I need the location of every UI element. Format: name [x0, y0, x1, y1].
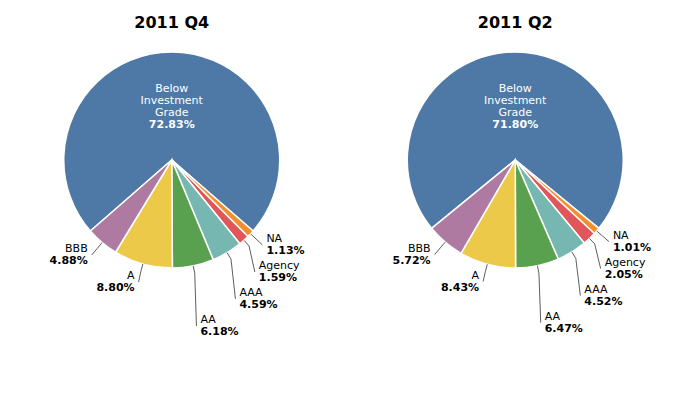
- labels: BelowInvestmentGrade71.80% NA1.01%Agency2…: [392, 82, 651, 336]
- pie-slice: [515, 160, 558, 268]
- pie: BelowInvestmentGrade71.80% NA1.01%Agency2…: [392, 52, 651, 335]
- value-label: 71.80%: [492, 118, 538, 131]
- category-label: BelowInvestmentGrade: [141, 82, 204, 119]
- slice-label: Agency2.05%: [590, 238, 646, 281]
- leader-line: [251, 234, 263, 245]
- value-label: 2.05%: [605, 268, 643, 281]
- category-label: BelowInvestmentGrade: [484, 82, 547, 119]
- value-label: 5.72%: [392, 254, 430, 267]
- leader-line: [227, 253, 235, 299]
- slice-label: AA6.18%: [193, 266, 238, 339]
- slices: [64, 52, 280, 268]
- pie-slice: [172, 160, 213, 268]
- chart-title: 2011 Q2: [478, 13, 553, 32]
- slice-label: Agency1.59%: [244, 240, 300, 284]
- leader-line: [92, 243, 102, 255]
- leader-line: [193, 266, 196, 326]
- slice-label: A8.43%: [441, 264, 487, 294]
- value-label: 1.59%: [259, 271, 297, 284]
- chart-container: 2011 Q4BelowInvestmentGrade72.83%NA1.13%…: [0, 0, 687, 401]
- value-label: 6.18%: [200, 325, 238, 338]
- labels: BelowInvestmentGrade72.83% NA1.13%Agency1…: [50, 82, 305, 339]
- leader-line: [483, 264, 487, 281]
- slice-label: AAA4.59%: [227, 253, 277, 312]
- leader-line: [572, 252, 580, 296]
- leader-line: [597, 231, 609, 242]
- pie-slice: [90, 160, 171, 252]
- chart-title: 2011 Q4: [134, 13, 209, 32]
- value-label: 72.83%: [149, 118, 195, 131]
- leader-line: [537, 266, 540, 323]
- pie-panel: 2011 Q2 BelowInvestmentGrade71.80% NA1.01%…: [392, 13, 651, 335]
- value-label: 8.43%: [441, 281, 479, 294]
- slice-label: AA6.47%: [537, 266, 582, 335]
- value-label: 1.01%: [613, 241, 651, 254]
- value-label: 4.88%: [50, 254, 88, 267]
- leader-line: [139, 264, 143, 282]
- value-label: 1.13%: [266, 244, 304, 257]
- chart-svg: 2011 Q4BelowInvestmentGrade72.83%NA1.13%…: [0, 0, 687, 401]
- leader-line: [435, 242, 446, 254]
- slice-label: NA1.01%: [597, 229, 651, 254]
- slice-label: A8.80%: [96, 264, 143, 294]
- slice-label: BBB4.88%: [50, 242, 103, 267]
- pie-panel: 2011 Q4 BelowInvestmentGrade72.83% NA1.13%…: [50, 13, 305, 338]
- leader-line: [244, 240, 255, 272]
- leader-line: [590, 238, 601, 268]
- pie-slice: [432, 160, 516, 253]
- value-label: 4.52%: [584, 295, 622, 308]
- slice-label: AAA4.52%: [572, 252, 623, 308]
- value-label: 4.59%: [239, 298, 277, 311]
- slice-label: BelowInvestmentGrade72.83%: [141, 82, 204, 131]
- slices: [407, 52, 623, 268]
- slice-label: BBB5.72%: [392, 242, 445, 267]
- pie: BelowInvestmentGrade72.83% NA1.13%Agency1…: [50, 52, 305, 338]
- slice-label: NA1.13%: [251, 232, 305, 257]
- slice-label: BelowInvestmentGrade71.80%: [484, 82, 547, 131]
- value-label: 8.80%: [96, 281, 134, 294]
- value-label: 6.47%: [545, 322, 583, 335]
